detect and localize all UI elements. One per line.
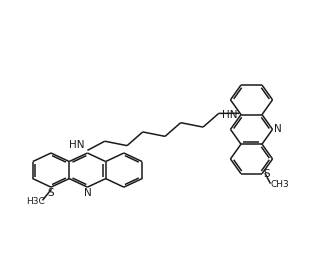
Text: S: S	[264, 169, 270, 179]
Text: S: S	[48, 188, 54, 199]
Text: N: N	[84, 188, 91, 199]
Text: H3C: H3C	[26, 197, 45, 206]
Text: HN: HN	[222, 110, 238, 120]
Text: HN: HN	[69, 140, 84, 150]
Text: N: N	[274, 124, 282, 134]
Text: CH3: CH3	[270, 180, 289, 189]
